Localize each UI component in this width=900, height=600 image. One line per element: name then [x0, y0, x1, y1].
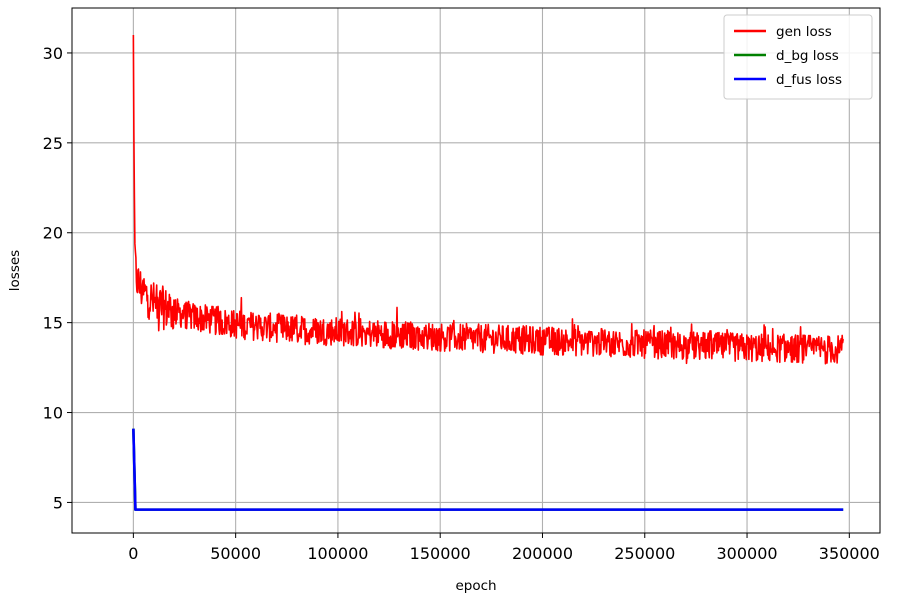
x-tick-label: 250000: [614, 544, 675, 563]
y-tick-label: 20: [43, 224, 63, 243]
legend-entry-label: d_fus loss: [776, 72, 842, 88]
plot-frame: [71, 7, 881, 534]
x-tick-label: 100000: [307, 544, 368, 563]
y-tick-label: 5: [53, 493, 63, 512]
ticks: 0 50000 100000 150000 200000 250000 300000 3500…: [43, 44, 880, 563]
series-layer: [132, 34, 844, 511]
x-tick-label: 50000: [210, 544, 261, 563]
series-line-gen-loss: [132, 34, 844, 365]
x-axis-label: epoch: [455, 578, 496, 594]
x-tick-label: 200000: [512, 544, 573, 563]
y-axis-label: losses: [7, 250, 23, 291]
legend-entry-label: gen loss: [776, 24, 832, 40]
legend-entry-label: d_bg loss: [776, 48, 839, 64]
y-tick-label: 30: [43, 44, 63, 63]
y-tick-label: 10: [43, 404, 63, 423]
legend: gen loss d_bg loss d_fus loss: [723, 14, 873, 100]
x-tick-label: 150000: [410, 544, 471, 563]
y-tick-label: 15: [43, 314, 63, 333]
x-tick-label: 300000: [716, 544, 777, 563]
y-tick-label: 25: [43, 134, 63, 153]
series-line-d-fus-loss: [132, 428, 844, 511]
x-tick-label: 0: [128, 544, 138, 563]
x-tick-label: 350000: [819, 544, 880, 563]
